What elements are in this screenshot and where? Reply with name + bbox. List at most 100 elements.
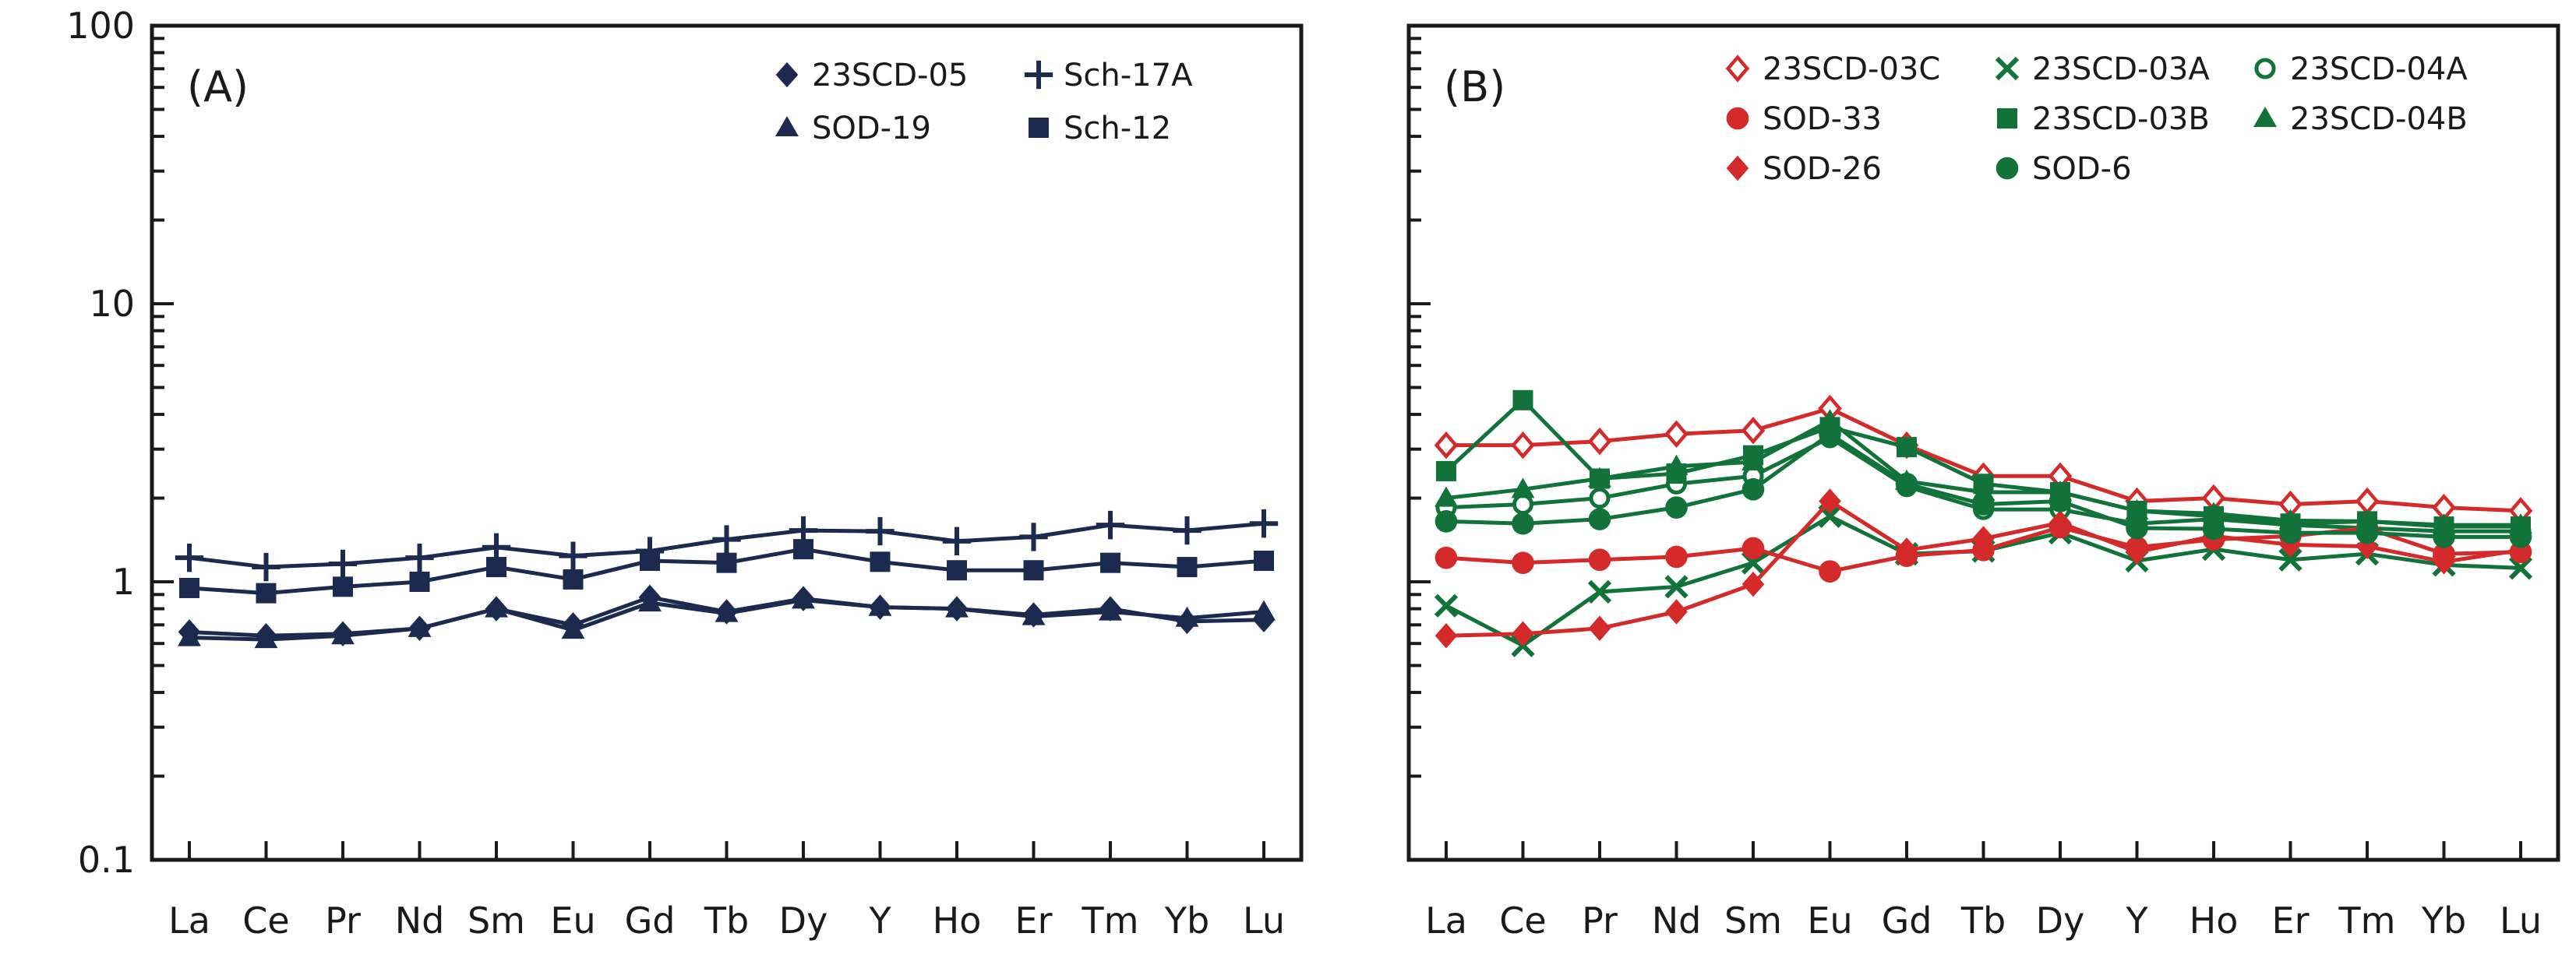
data-point [1895, 472, 1918, 495]
data-point [1019, 523, 1048, 551]
x-tick-label: Eu [1807, 900, 1852, 942]
data-point [1100, 552, 1120, 573]
data-point [1588, 508, 1611, 530]
data-point [1972, 526, 1995, 551]
x-tick-label: Tm [2338, 900, 2396, 942]
legend-entry: SOD-33 [1726, 101, 1882, 137]
data-point [1434, 622, 1458, 649]
data-point [793, 539, 813, 560]
data-point [1252, 600, 1276, 621]
data-point [2126, 539, 2148, 565]
data-point [712, 525, 741, 554]
data-point [409, 572, 430, 592]
legend-marker [1997, 108, 2017, 129]
data-point [1512, 551, 1534, 574]
data-point [1819, 488, 1841, 514]
data-point [947, 560, 967, 581]
legend-marker [1726, 107, 1749, 130]
legend-label: 23SCD-04A [2290, 51, 2468, 87]
legend-label: Sch-17A [1064, 58, 1193, 93]
x-tick-label: Tm [1082, 900, 1139, 942]
data-point [1173, 516, 1202, 545]
data-point [1512, 512, 1534, 535]
data-point [1664, 575, 1689, 599]
data-point [2126, 516, 2148, 540]
data-point [1512, 493, 1534, 516]
data-point [1096, 510, 1125, 540]
data-point [1511, 431, 1535, 460]
data-point [2355, 521, 2379, 544]
data-point [942, 526, 972, 556]
data-point [1819, 422, 1841, 446]
x-tick-label: Pr [325, 900, 361, 942]
data-point [1436, 460, 1456, 481]
data-point [1741, 537, 1765, 560]
data-point [1741, 450, 1765, 471]
data-point [1741, 417, 1766, 445]
data-point [2202, 517, 2225, 541]
series-Sch-17A [175, 509, 1279, 582]
x-tick-label: Gd [1882, 900, 1932, 942]
legend-label: 23SCD-04B [2290, 101, 2468, 137]
data-point [1665, 496, 1688, 519]
data-point [2202, 502, 2225, 523]
data-point [1588, 548, 1611, 572]
x-tick-label: Sm [1724, 900, 1782, 942]
series-Sch-12 [179, 539, 1274, 604]
data-point [175, 543, 204, 572]
data-point [254, 628, 278, 649]
data-point [716, 552, 737, 573]
data-point [1511, 477, 1535, 498]
legend-label: SOD-19 [812, 111, 931, 146]
x-tick-label: Tb [704, 900, 749, 942]
data-point [1434, 510, 1458, 533]
x-tick-label: Y [2125, 900, 2148, 942]
data-point [331, 624, 355, 645]
x-tick-label: Tb [1960, 900, 2006, 942]
legend-marker [1995, 56, 2020, 81]
plot-frame [150, 23, 1304, 862]
data-point [405, 543, 434, 572]
x-tick-label: Dy [2036, 900, 2085, 942]
data-point [2278, 548, 2303, 572]
data-point [1588, 467, 1611, 488]
x-tick-label: Eu [550, 900, 595, 942]
data-point [638, 591, 662, 612]
data-point [1895, 537, 1918, 563]
legend-entry: 23SCD-05 [775, 58, 968, 93]
data-point [561, 618, 585, 639]
data-point [2125, 498, 2149, 519]
panel-label: (B) [1444, 62, 1505, 111]
data-point [1177, 557, 1198, 578]
data-point [866, 516, 895, 546]
x-tick-label: Ce [1499, 900, 1546, 942]
legend-label: 23SCD-05 [812, 58, 968, 93]
legend-label: SOD-33 [1763, 101, 1882, 137]
x-tick-label: Nd [395, 900, 445, 942]
chart-panel-b: La Ce Pr Nd Sm Eu Gd Tb Dy Y Ho Er Tm Yb Lu (B) 23SCD-03… [1406, 23, 2560, 942]
legend-entry: 23SCD-03A [1995, 51, 2210, 87]
x-tick-label: Ce [242, 900, 289, 942]
data-point [1664, 420, 1689, 449]
legend-marker [2254, 58, 2276, 79]
legend-marker [775, 116, 799, 137]
x-tick-label: Dy [779, 900, 828, 942]
legend-entry: 23SCD-04B [2253, 101, 2468, 137]
data-point [640, 551, 660, 572]
data-point [2048, 490, 2072, 512]
data-point [715, 601, 739, 622]
legend-marker [1726, 155, 1749, 181]
data-point [1512, 389, 1533, 410]
data-point [870, 551, 891, 572]
data-point [1972, 493, 1995, 516]
legend-label: 23SCD-03A [2032, 51, 2210, 87]
data-point [1588, 615, 1611, 642]
legend-marker [775, 62, 799, 88]
x-tick-label: Er [2272, 900, 2310, 942]
legend-label: SOD-6 [2032, 151, 2132, 187]
legend-entry: Sch-12 [1029, 111, 1171, 146]
y-tick-label: 100 [66, 5, 135, 47]
data-point [482, 533, 511, 562]
legend-label: Sch-12 [1064, 111, 1171, 146]
y-tick-label: 10 [89, 283, 135, 325]
